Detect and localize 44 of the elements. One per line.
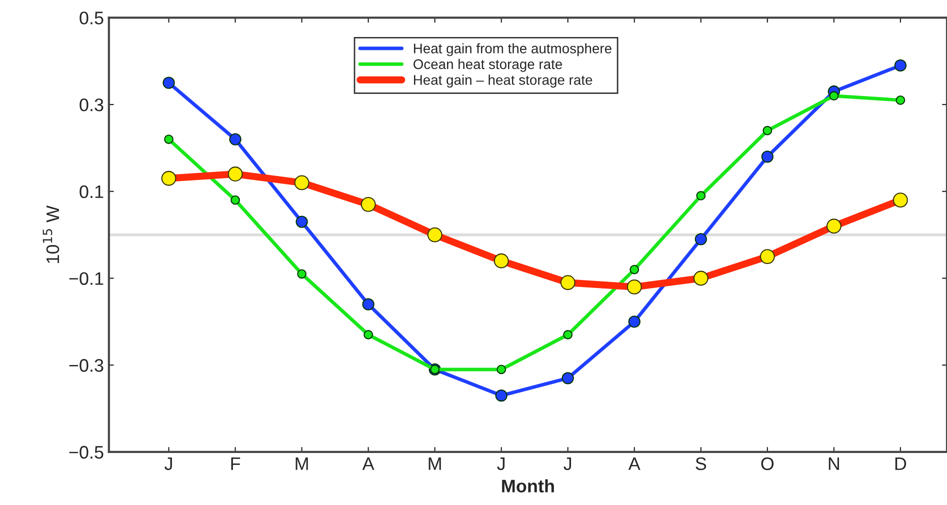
- x-tick-label: J: [164, 458, 172, 470]
- x-axis-title: Month: [502, 479, 554, 492]
- point: [297, 269, 306, 279]
- x-tick-label: S: [696, 457, 706, 470]
- point: [761, 150, 774, 163]
- x-tick-label: F: [231, 458, 240, 470]
- point: [495, 389, 508, 402]
- legend-label: Heat gain from the autmosphere: [414, 43, 612, 56]
- point: [364, 330, 373, 340]
- y-tick-label: −0.3: [69, 359, 104, 372]
- point: [362, 298, 374, 310]
- y-tick-label: 0.3: [80, 98, 104, 112]
- legend-label: Heat gain – heat storage rate: [414, 74, 592, 88]
- point: [894, 59, 907, 72]
- y-tick-label: 0.5: [80, 12, 104, 24]
- x-tick-label: A: [362, 458, 374, 470]
- point: [229, 133, 242, 146]
- point: [164, 134, 174, 144]
- y-tick-label: −0.5: [69, 446, 104, 459]
- point: [694, 233, 707, 246]
- point: [630, 264, 640, 274]
- point: [562, 372, 574, 384]
- point: [563, 330, 573, 340]
- x-tick-label: N: [828, 458, 839, 470]
- point: [896, 96, 906, 105]
- point: [296, 216, 308, 228]
- x-tick-label: M: [428, 458, 441, 470]
- legend-label: Ocean heat storage rate: [414, 58, 562, 72]
- point: [829, 91, 839, 101]
- y-tick-label: −0.1: [69, 272, 104, 285]
- point: [230, 195, 240, 205]
- x-tick-label: M: [296, 458, 308, 470]
- point: [762, 126, 772, 136]
- y-tick-label: 0.1: [80, 185, 104, 198]
- x-tick-label: A: [628, 458, 640, 470]
- point: [696, 191, 706, 200]
- x-tick-label: O: [761, 457, 774, 470]
- point: [162, 76, 175, 89]
- x-tick-label: J: [497, 458, 505, 470]
- y-axis-title: 10$^{15}$ W: [42, 206, 60, 263]
- point: [496, 364, 506, 374]
- x-tick-label: D: [895, 458, 906, 470]
- x-tick-label: J: [564, 458, 572, 470]
- point: [628, 316, 640, 328]
